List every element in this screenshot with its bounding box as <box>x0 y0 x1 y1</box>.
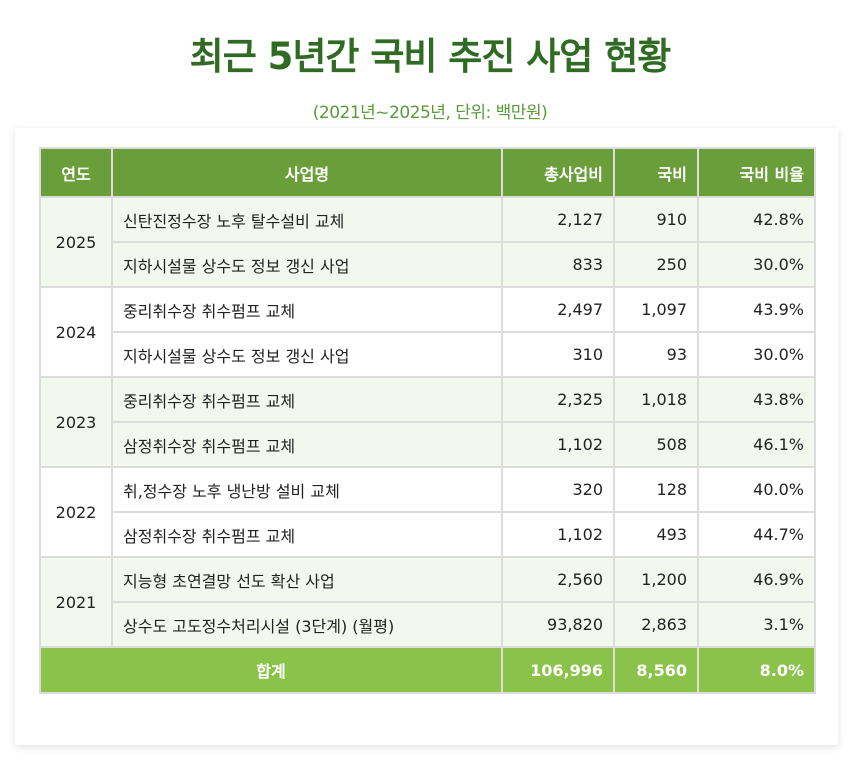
ratio-cell: 43.8% <box>697 376 816 423</box>
project-name-cell: 중리취수장 취수펌프 교체 <box>111 286 503 333</box>
total-cost-sum: 106,996 <box>501 646 615 694</box>
total-cost-cell: 320 <box>501 466 615 513</box>
project-name-cell: 삼정취수장 취수펌프 교체 <box>111 511 503 558</box>
table-row: 상수도 고도정수처리시설 (3단계) (월평) 93,820 2,863 3.1… <box>40 601 816 648</box>
national-cell: 128 <box>613 466 699 513</box>
page-title: 최근 5년간 국비 추진 사업 현황 <box>189 35 672 78</box>
header-total-cost: 총사업비 <box>501 147 615 198</box>
header-national-ratio: 국비 비율 <box>697 147 816 198</box>
header-year: 연도 <box>39 147 113 198</box>
table-row: 2022 취,정수장 노후 냉난방 설비 교체 320 128 40.0% <box>39 466 816 558</box>
table-row: 삼정취수장 취수펌프 교체 1,102 493 44.7% <box>40 511 816 558</box>
page-subtitle: (2021년~2025년, 단위: 백만원) <box>312 103 548 123</box>
table-row: 지하시설물 상수도 정보 갱신 사업 310 93 30.0% <box>40 331 816 378</box>
project-name-cell: 삼정취수장 취수펌프 교체 <box>111 421 503 468</box>
total-cost-cell: 93,820 <box>501 601 615 648</box>
ratio-cell: 46.9% <box>697 556 816 603</box>
table-row: 2023 중리취수장 취수펌프 교체 2,325 1,018 43.8% <box>39 376 816 468</box>
year-cell: 2022 <box>39 466 113 558</box>
total-cost-cell: 2,497 <box>501 286 615 333</box>
table-row: 삼정취수장 취수펌프 교체 1,102 508 46.1% <box>40 421 816 468</box>
national-sum: 8,560 <box>613 646 699 694</box>
projects-table: 연도 사업명 총사업비 국비 국비 비율 2025 신탄진정수장 노후 탈수설비… <box>39 147 816 694</box>
year-cell: 2023 <box>39 376 113 468</box>
national-cell: 910 <box>613 196 699 243</box>
table-row: 2021 지능형 초연결망 선도 확산 사업 2,560 1,200 46.9% <box>39 556 816 648</box>
total-cost-cell: 833 <box>501 241 615 288</box>
total-row: 합계 106,996 8,560 8.0% <box>39 646 816 694</box>
ratio-cell: 44.7% <box>697 511 816 558</box>
table-card: 연도 사업명 총사업비 국비 국비 비율 2025 신탄진정수장 노후 탈수설비… <box>15 128 838 745</box>
total-cost-cell: 2,325 <box>501 376 615 423</box>
national-cell: 1,097 <box>613 286 699 333</box>
project-name-cell: 취,정수장 노후 냉난방 설비 교체 <box>111 466 503 513</box>
total-cost-cell: 2,127 <box>501 196 615 243</box>
table-row: 지하시설물 상수도 정보 갱신 사업 833 250 30.0% <box>40 241 816 288</box>
project-name-cell: 지하시설물 상수도 정보 갱신 사업 <box>111 241 503 288</box>
total-cost-cell: 2,560 <box>501 556 615 603</box>
year-cell: 2025 <box>39 196 113 288</box>
year-cell: 2021 <box>39 556 113 648</box>
ratio-cell: 30.0% <box>697 331 816 378</box>
national-cell: 1,200 <box>613 556 699 603</box>
national-cell: 2,863 <box>613 601 699 648</box>
national-cell: 508 <box>613 421 699 468</box>
project-name-cell: 상수도 고도정수처리시설 (3단계) (월평) <box>111 601 503 648</box>
total-label: 합계 <box>39 646 503 694</box>
national-cell: 493 <box>613 511 699 558</box>
ratio-overall: 8.0% <box>697 646 816 694</box>
ratio-cell: 40.0% <box>697 466 816 513</box>
table-header-row: 연도 사업명 총사업비 국비 국비 비율 <box>39 147 816 198</box>
project-name-cell: 중리취수장 취수펌프 교체 <box>111 376 503 423</box>
national-cell: 1,018 <box>613 376 699 423</box>
total-cost-cell: 1,102 <box>501 511 615 558</box>
header-national: 국비 <box>613 147 699 198</box>
table-row: 2025 신탄진정수장 노후 탈수설비 교체 2,127 910 42.8% <box>39 196 816 288</box>
national-cell: 93 <box>613 331 699 378</box>
header-project-name: 사업명 <box>111 147 503 198</box>
ratio-cell: 30.0% <box>697 241 816 288</box>
total-cost-cell: 310 <box>501 331 615 378</box>
ratio-cell: 42.8% <box>697 196 816 243</box>
project-name-cell: 지하시설물 상수도 정보 갱신 사업 <box>111 331 503 378</box>
project-name-cell: 지능형 초연결망 선도 확산 사업 <box>111 556 503 603</box>
ratio-cell: 3.1% <box>697 601 816 648</box>
table-row: 2024 중리취수장 취수펌프 교체 2,497 1,097 43.9% <box>39 286 816 378</box>
national-cell: 250 <box>613 241 699 288</box>
project-name-cell: 신탄진정수장 노후 탈수설비 교체 <box>111 196 503 243</box>
ratio-cell: 46.1% <box>697 421 816 468</box>
year-cell: 2024 <box>39 286 113 378</box>
ratio-cell: 43.9% <box>697 286 816 333</box>
total-cost-cell: 1,102 <box>501 421 615 468</box>
